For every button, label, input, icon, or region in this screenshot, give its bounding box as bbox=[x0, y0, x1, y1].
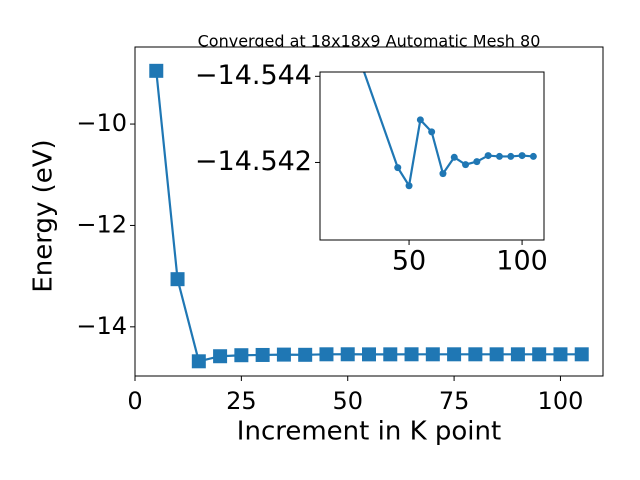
marker bbox=[255, 347, 270, 362]
marker bbox=[362, 347, 376, 362]
marker bbox=[170, 272, 185, 287]
marker bbox=[489, 347, 504, 362]
axes-frame bbox=[134, 46, 604, 377]
y-tick-label: −14.542 bbox=[195, 146, 312, 177]
marker bbox=[149, 63, 164, 78]
marker bbox=[484, 152, 492, 160]
plot-area: 50 100 −14.544 −14.542 bbox=[195, 60, 548, 277]
x-tick-label: 25 bbox=[226, 387, 257, 415]
marker bbox=[416, 116, 424, 124]
y-tick-label: −14 bbox=[76, 312, 127, 340]
marker bbox=[340, 347, 355, 362]
marker bbox=[510, 347, 525, 362]
series bbox=[149, 63, 589, 369]
x-tick-label: 75 bbox=[439, 387, 470, 415]
marker bbox=[213, 349, 228, 364]
x-tick-label: 100 bbox=[538, 387, 584, 415]
y-tick-label: −10 bbox=[76, 109, 127, 137]
marker bbox=[234, 348, 249, 363]
marker bbox=[507, 152, 515, 160]
axes-frame bbox=[319, 71, 545, 241]
x-tick-label: 100 bbox=[496, 246, 548, 277]
marker bbox=[468, 347, 483, 362]
marker bbox=[450, 153, 458, 161]
series bbox=[362, 72, 537, 190]
marker bbox=[428, 128, 436, 136]
marker bbox=[319, 347, 334, 362]
x-axis-label: Increment in K point bbox=[237, 417, 501, 447]
x-tick-label: 50 bbox=[392, 246, 426, 277]
marker bbox=[473, 158, 481, 166]
marker bbox=[191, 354, 206, 369]
marker bbox=[276, 347, 291, 362]
marker bbox=[518, 152, 526, 160]
marker bbox=[404, 347, 419, 362]
marker bbox=[439, 170, 447, 178]
y-axis-label: Energy (eV) bbox=[29, 139, 59, 292]
marker bbox=[462, 161, 470, 169]
marker bbox=[495, 152, 503, 160]
x-tick-label: 0 bbox=[127, 387, 142, 415]
marker bbox=[447, 347, 462, 362]
marker bbox=[532, 347, 547, 362]
marker bbox=[394, 164, 402, 172]
marker bbox=[574, 347, 589, 362]
marker bbox=[405, 182, 413, 190]
marker bbox=[553, 347, 568, 362]
chart-title: Converged at 18x18x9 Automatic Mesh 80 bbox=[198, 32, 541, 51]
y-tick-label: −14.544 bbox=[195, 60, 312, 91]
marker bbox=[425, 347, 440, 362]
y-tick-label: −12 bbox=[76, 210, 127, 238]
marker bbox=[383, 347, 398, 362]
marker bbox=[298, 347, 313, 362]
marker bbox=[529, 152, 537, 160]
x-tick-label: 50 bbox=[332, 387, 363, 415]
